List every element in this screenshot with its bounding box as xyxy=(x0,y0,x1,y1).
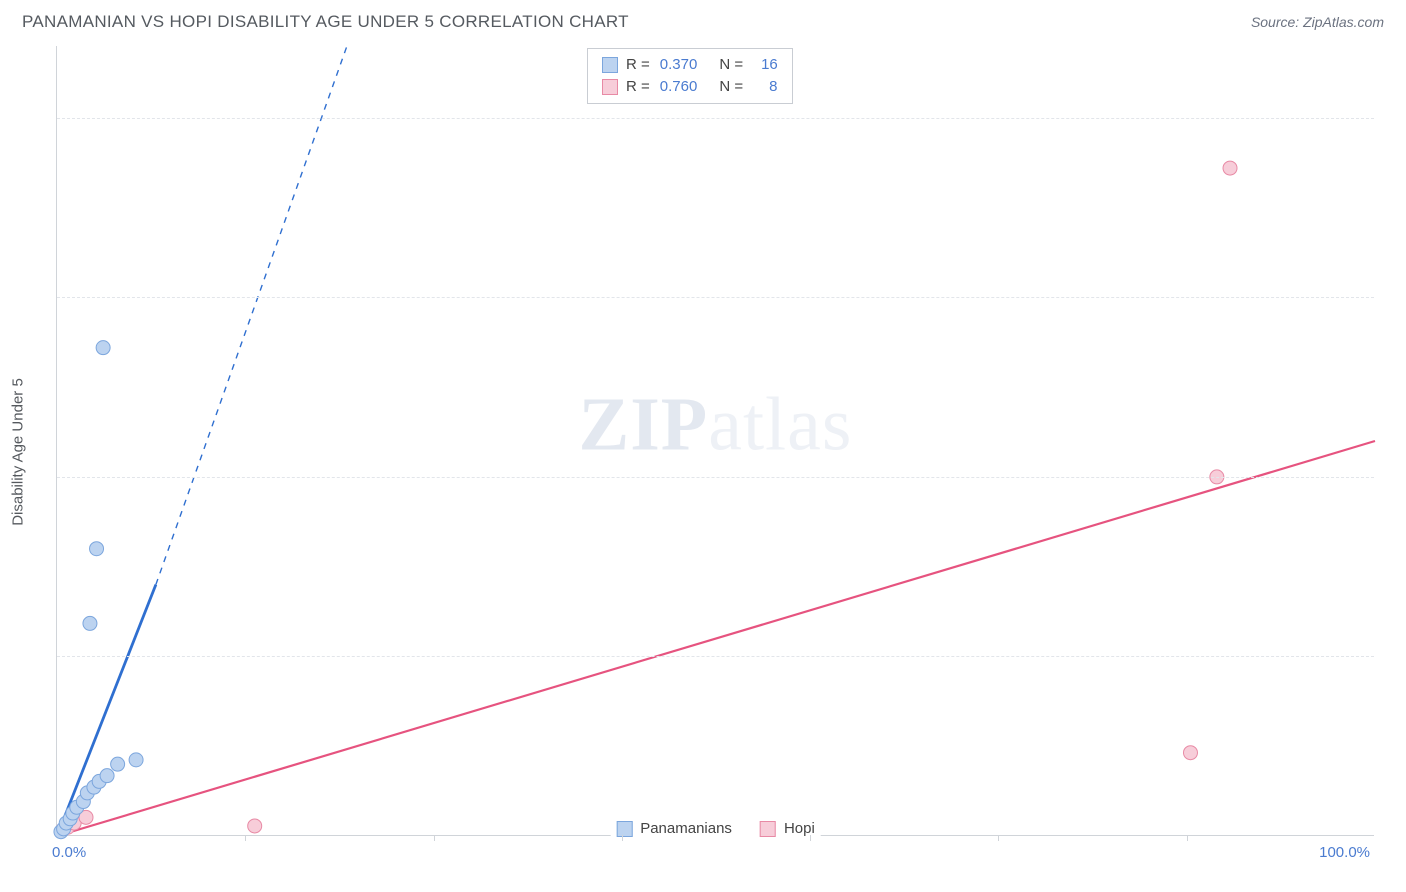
data-point xyxy=(100,769,114,783)
data-point xyxy=(83,616,97,630)
y-tick-label: 50.0% xyxy=(1384,123,1406,140)
x-tick xyxy=(245,835,246,841)
legend-label-panamanians: Panamanians xyxy=(640,820,732,837)
swatch-hopi xyxy=(602,79,618,95)
n-label: N = xyxy=(719,54,743,76)
n-label: N = xyxy=(719,76,743,98)
swatch-hopi-icon xyxy=(760,821,776,837)
gridline xyxy=(57,656,1374,657)
n-value-hopi: 8 xyxy=(769,76,777,98)
x-tick xyxy=(622,835,623,841)
chart-title: PANAMANIAN VS HOPI DISABILITY AGE UNDER … xyxy=(22,12,629,32)
x-axis-max-label: 100.0% xyxy=(1319,844,1370,861)
chart-container: Disability Age Under 5 ZIPatlas R = 0.37… xyxy=(22,46,1384,858)
trend-line xyxy=(57,585,156,836)
trend-line xyxy=(156,46,347,585)
data-point xyxy=(90,542,104,556)
r-label: R = xyxy=(626,54,650,76)
n-value-panamanians: 16 xyxy=(761,54,778,76)
data-point xyxy=(129,753,143,767)
data-point xyxy=(96,341,110,355)
legend-item-panamanians: Panamanians xyxy=(616,820,732,837)
legend-item-hopi: Hopi xyxy=(760,820,815,837)
r-value-hopi: 0.760 xyxy=(660,76,698,98)
source-attribution: Source: ZipAtlas.com xyxy=(1251,14,1384,30)
y-tick-label: 37.5% xyxy=(1384,303,1406,320)
x-axis-min-label: 0.0% xyxy=(52,844,86,861)
gridline xyxy=(57,297,1374,298)
gridline xyxy=(57,118,1374,119)
swatch-panamanians xyxy=(602,57,618,73)
series-legend: Panamanians Hopi xyxy=(610,820,821,837)
r-label: R = xyxy=(626,76,650,98)
stats-row-hopi: R = 0.760 N = 8 xyxy=(602,76,778,98)
y-axis-label: Disability Age Under 5 xyxy=(10,378,27,526)
stats-legend: R = 0.370 N = 16 R = 0.760 N = 8 xyxy=(587,48,793,104)
plot-area: ZIPatlas R = 0.370 N = 16 R = 0.760 N = … xyxy=(56,46,1374,836)
data-point xyxy=(111,757,125,771)
trend-line xyxy=(57,441,1375,836)
x-tick xyxy=(810,835,811,841)
swatch-panamanians-icon xyxy=(616,821,632,837)
y-tick-label: 12.5% xyxy=(1384,662,1406,679)
plot-svg xyxy=(57,46,1374,835)
x-tick xyxy=(998,835,999,841)
x-tick xyxy=(1187,835,1188,841)
gridline xyxy=(57,477,1374,478)
y-tick-label: 25.0% xyxy=(1384,482,1406,499)
stats-row-panamanians: R = 0.370 N = 16 xyxy=(602,54,778,76)
data-point xyxy=(1183,746,1197,760)
x-tick xyxy=(434,835,435,841)
data-point xyxy=(1223,161,1237,175)
r-value-panamanians: 0.370 xyxy=(660,54,698,76)
data-point xyxy=(248,819,262,833)
